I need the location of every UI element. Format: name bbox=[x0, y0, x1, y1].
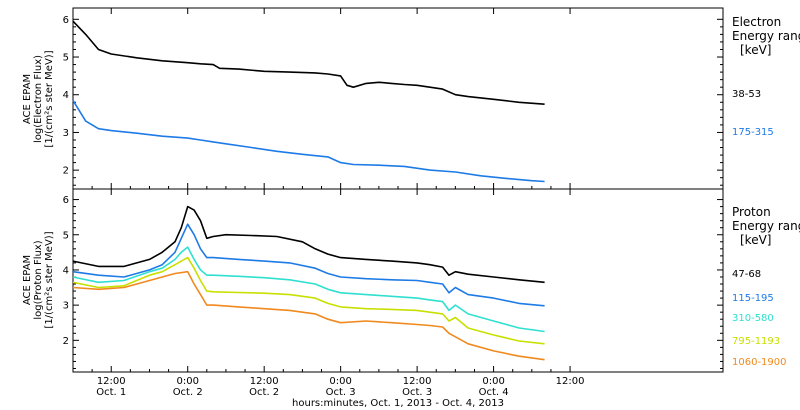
electron-ytick-label: 4 bbox=[63, 90, 69, 101]
proton-series-310-580-line bbox=[72, 246, 545, 333]
electron-ytick-label: 3 bbox=[63, 128, 69, 139]
proton-series-47-68-line bbox=[72, 205, 545, 284]
electron-ylabel-line-1: ACE EPAM bbox=[22, 74, 33, 124]
proton-series-1060-1900-line bbox=[72, 270, 545, 361]
proton-ytick-label: 2 bbox=[63, 336, 69, 347]
proton-ylabel-line-2: log(Proton Flux) bbox=[33, 240, 44, 319]
xtick-date-label: Oct. 2 bbox=[249, 387, 279, 398]
electron-ytick-label: 5 bbox=[63, 53, 69, 64]
proton-panel: 2 3 4 5 6 bbox=[63, 189, 723, 372]
electron-legend-title-3: [keV] bbox=[740, 43, 771, 57]
xtick-date-label: Oct. 3 bbox=[402, 387, 432, 398]
legend-clip: Electron Energy ranges [keV] Proton Ener… bbox=[732, 15, 800, 247]
proton-legend-entry-47-68: 47-68 bbox=[732, 269, 761, 280]
xtick-date-label: Oct. 3 bbox=[326, 387, 356, 398]
x-axis-label: hours:minutes, Oct. 1, 2013 - Oct. 4, 20… bbox=[292, 398, 504, 409]
electron-ylabel-line-2: log(Electron Flux) bbox=[33, 55, 44, 143]
xtick-time-label: 12:00 bbox=[250, 376, 279, 387]
proton-series-115-195-line bbox=[72, 223, 545, 307]
xtick-time-label: 0:00 bbox=[482, 376, 504, 387]
proton-legend-title-1: Proton bbox=[732, 205, 771, 219]
electron-panel-frame bbox=[72, 7, 724, 190]
proton-legend-entry-1060-1900: 1060-1900 bbox=[732, 357, 787, 368]
proton-y-axis-label: ACE EPAM log(Proton Flux) [1/(cm²s ster … bbox=[22, 231, 55, 328]
proton-legend-entry-795-1193: 795-1193 bbox=[732, 336, 780, 347]
proton-ytick-label: 3 bbox=[63, 301, 69, 312]
proton-ytick-label: 4 bbox=[63, 265, 69, 276]
electron-ytick-label: 6 bbox=[63, 15, 69, 26]
electron-legend-title-1: Electron bbox=[732, 15, 781, 29]
electron-panel: 2 3 4 5 6 bbox=[63, 8, 723, 189]
electron-ytick-label: 2 bbox=[63, 166, 69, 177]
xtick-time-label: 0:00 bbox=[176, 376, 198, 387]
proton-ytick-label: 6 bbox=[63, 195, 69, 206]
proton-ylabel-line-1: ACE EPAM bbox=[22, 255, 33, 305]
electron-legend: Electron Energy ranges [keV] bbox=[732, 15, 800, 57]
proton-legend: Proton Energy ranges [keV] bbox=[732, 205, 800, 247]
electron-y-axis-label: ACE EPAM log(Electron Flux) [1/(cm²s ste… bbox=[22, 50, 55, 147]
electron-legend-entry-175-315: 175-315 bbox=[732, 127, 774, 138]
proton-legend-entry-310-580: 310-580 bbox=[732, 313, 774, 324]
electron-series-175-315-line bbox=[72, 99, 545, 183]
xtick-time-label: 0:00 bbox=[329, 376, 351, 387]
legend-entries: 38-53 175-315 47-68 115-195 310-580 795-1193 1… bbox=[732, 89, 787, 368]
proton-legend-entry-115-195: 115-195 bbox=[732, 293, 774, 304]
xtick-time-label: 12:00 bbox=[556, 376, 585, 387]
proton-legend-title-3: [keV] bbox=[740, 233, 771, 247]
xtick-date-label: Oct. 4 bbox=[479, 387, 509, 398]
proton-ytick-label: 5 bbox=[63, 230, 69, 241]
xtick-time-label: 12:00 bbox=[403, 376, 432, 387]
electron-series-38-53-line bbox=[72, 20, 545, 105]
plot-panels: 2 3 4 5 6 2 3 4 5 6 bbox=[63, 8, 723, 372]
electron-legend-entry-38-53: 38-53 bbox=[732, 89, 761, 100]
xtick-time-label: 12:00 bbox=[97, 376, 126, 387]
proton-legend-title-2: Energy ranges bbox=[732, 219, 800, 233]
electron-legend-title-2: Energy ranges bbox=[732, 29, 800, 43]
proton-ylabel-line-3: [1/(cm²s ster MeV)] bbox=[44, 231, 55, 328]
proton-series-795-1193-line bbox=[72, 256, 545, 345]
xtick-date-label: Oct. 2 bbox=[173, 387, 203, 398]
xtick-date-label: Oct. 1 bbox=[96, 387, 126, 398]
electron-ylabel-line-3: [1/(cm²s ster MeV)] bbox=[44, 50, 55, 147]
